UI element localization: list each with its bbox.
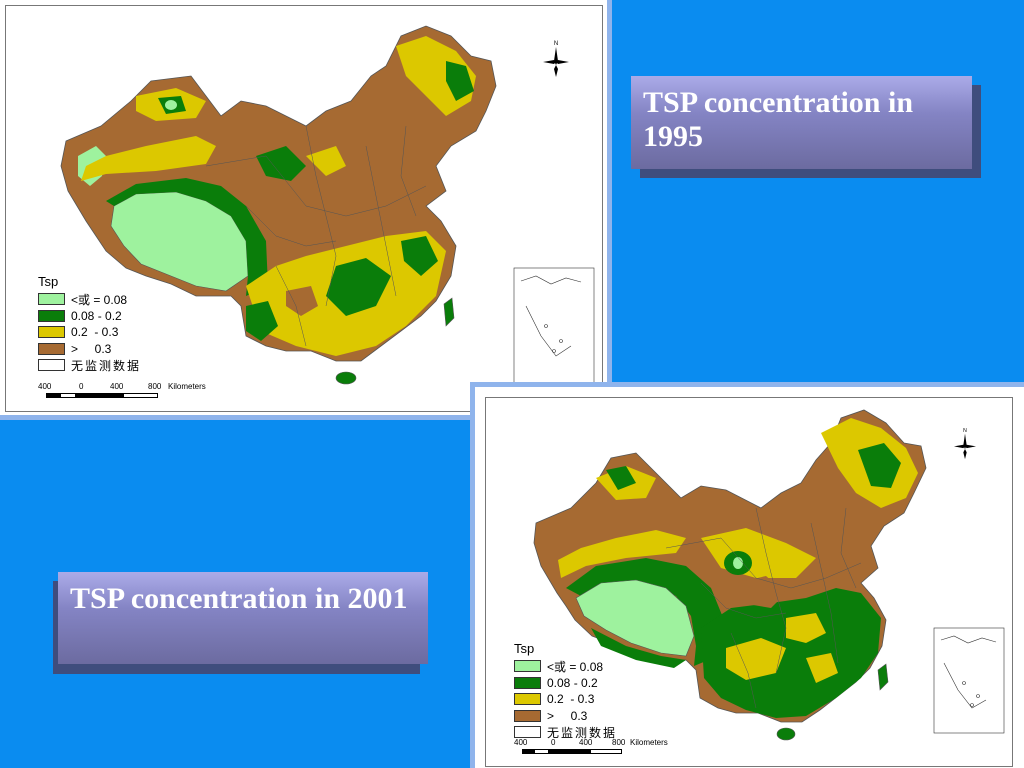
scale-tick: 400 — [579, 738, 593, 747]
scale-tick: 0 — [79, 382, 84, 391]
legend-label: <或 = 0.08 — [547, 659, 604, 674]
hainan-island — [335, 371, 357, 385]
scale-units: Kilometers — [168, 382, 206, 391]
title-2001-box: TSP concentration in 2001 — [53, 572, 433, 674]
legend-label: 无监测数据 — [71, 358, 142, 373]
legend-label: <或 = 0.08 — [71, 292, 128, 307]
legend-swatch-high — [514, 709, 541, 722]
legend-1995: Tsp <或 = 0.08 0.08 - 0.2 0.2 - 0.3 > 0.3… — [38, 274, 141, 374]
zone-green-ne — [858, 443, 901, 488]
south-china-sea-inset — [513, 267, 595, 387]
legend-label: 0.2 - 0.3 — [547, 692, 595, 707]
scale-tick: 0 — [551, 738, 556, 747]
scale-tick: 800 — [148, 382, 162, 391]
zone-brown-se — [286, 286, 318, 316]
zone-green-ne — [446, 61, 474, 101]
scale-tick: 400 — [514, 738, 528, 747]
zone-yellow-band — [558, 530, 686, 578]
zone-green-top — [606, 466, 636, 490]
legend-item: <或 = 0.08 — [38, 291, 141, 308]
taiwan-island — [443, 297, 455, 327]
zone-green-east — [701, 588, 881, 718]
legend-label: 无监测数据 — [547, 725, 618, 740]
zone-green-tibet-band — [591, 628, 686, 668]
hainan-island — [776, 727, 796, 741]
title-1995: TSP concentration in 1995 — [631, 76, 972, 169]
scale-tick: 400 — [38, 382, 52, 391]
legend-item: 0.08 - 0.2 — [514, 675, 617, 692]
zone-mid-green-band — [566, 558, 724, 666]
scale-units: Kilometers — [630, 738, 668, 747]
legend-swatch-nodata — [38, 359, 65, 372]
legend-title: Tsp — [38, 274, 59, 289]
province-boundaries — [205, 125, 427, 347]
china-map-1995 — [60, 25, 595, 387]
zone-green-mid — [256, 146, 306, 181]
province-boundaries — [665, 507, 862, 709]
legend-2001: Tsp <或 = 0.08 0.08 - 0.2 0.2 - 0.3 > 0.3… — [514, 641, 617, 741]
legend-swatch-low — [514, 660, 541, 673]
zone-low-tibet — [575, 579, 695, 657]
legend-item: 0.2 - 0.3 — [38, 324, 141, 341]
taiwan-island — [877, 663, 889, 691]
legend-item: 0.2 - 0.3 — [514, 691, 617, 708]
title-2001: TSP concentration in 2001 — [58, 572, 428, 664]
zone-mid-yellow-west — [106, 178, 268, 296]
zone-yellow-east-2 — [786, 613, 826, 643]
zone-green-se-1 — [326, 258, 391, 316]
legend-item: 0.08 - 0.2 — [38, 308, 141, 325]
scale-bar-2001: 400 0 400 800 Kilometers — [514, 738, 668, 754]
legend-item: <或 = 0.08 — [514, 658, 617, 675]
legend-swatch-mid-low — [514, 676, 541, 689]
legend-item: 无监测数据 — [38, 357, 141, 374]
legend-swatch-high — [38, 342, 65, 355]
map-canvas-1995: N Tsp <或 = 0.08 0.08 - 0.2 0.2 - 0.3 > 0… — [5, 5, 603, 412]
zone-yellow-mid — [306, 146, 346, 176]
map-panel-1995: N Tsp <或 = 0.08 0.08 - 0.2 0.2 - 0.3 > 0… — [0, 0, 612, 420]
legend-swatch-mid-high — [38, 326, 65, 339]
legend-label: 0.2 - 0.3 — [71, 325, 119, 340]
north-label: N — [554, 41, 558, 47]
legend-swatch-mid-low — [38, 309, 65, 322]
legend-item: > 0.3 — [38, 341, 141, 358]
zone-yellow-east-3 — [806, 653, 838, 683]
scale-bar-1995: 400 0 400 800 Kilometers — [38, 382, 206, 398]
south-china-sea-inset — [933, 627, 1005, 734]
title-1995-box: TSP concentration in 1995 — [631, 76, 981, 178]
map-canvas-2001: N Tsp <或 = 0.08 0.08 - 0.2 0.2 - 0.3 > 0… — [485, 397, 1013, 767]
legend-label: 0.08 - 0.2 — [71, 308, 122, 323]
legend-title: Tsp — [514, 641, 535, 656]
legend-label: > 0.3 — [547, 708, 588, 723]
china-map-2001 — [533, 409, 1005, 741]
legend-swatch-mid-high — [514, 693, 541, 706]
zone-yellow-band-sw — [81, 136, 216, 181]
legend-swatch-low — [38, 293, 65, 306]
legend-item: 无监测数据 — [514, 724, 617, 741]
scale-tick: 400 — [110, 382, 124, 391]
legend-swatch-nodata — [514, 726, 541, 739]
north-label: N — [963, 428, 967, 434]
scale-tick: 800 — [612, 738, 626, 747]
legend-label: 0.08 - 0.2 — [547, 675, 598, 690]
map-panel-2001: N Tsp <或 = 0.08 0.08 - 0.2 0.2 - 0.3 > 0… — [470, 382, 1024, 768]
zone-yellow-east-1 — [726, 638, 786, 680]
zone-green-se-2 — [401, 236, 438, 276]
legend-item: > 0.3 — [514, 708, 617, 725]
zone-green-se-3 — [246, 301, 278, 341]
legend-label: > 0.3 — [71, 341, 112, 356]
